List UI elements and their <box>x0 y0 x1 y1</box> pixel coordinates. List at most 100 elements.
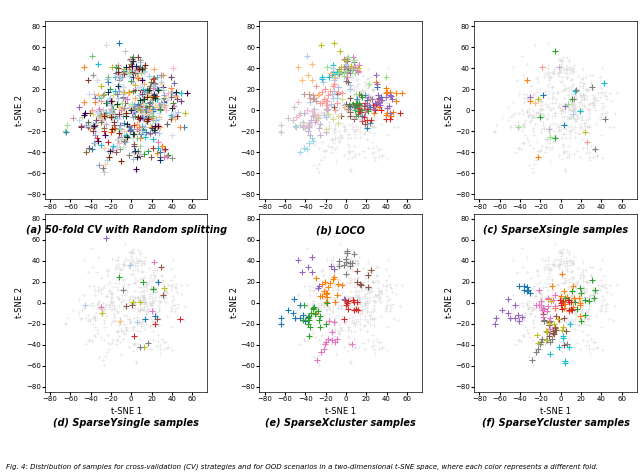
Point <box>572 278 582 286</box>
Point <box>134 58 145 65</box>
Point <box>567 114 577 122</box>
Point <box>93 253 103 261</box>
Point <box>591 96 601 104</box>
Point <box>109 125 120 132</box>
Point <box>540 148 550 155</box>
Point <box>522 76 532 83</box>
Point <box>545 158 556 165</box>
Point <box>355 91 365 99</box>
Point <box>563 101 573 108</box>
Point <box>506 306 516 313</box>
Point <box>376 286 386 294</box>
Point <box>337 134 347 141</box>
Point <box>575 285 586 293</box>
Point <box>564 151 574 158</box>
Point <box>564 322 575 330</box>
Point <box>113 116 123 123</box>
Point <box>534 111 544 118</box>
Point <box>348 124 358 131</box>
Point <box>563 75 573 82</box>
Point <box>134 320 144 327</box>
Point <box>592 152 602 160</box>
Point <box>300 317 310 324</box>
Point <box>299 315 309 322</box>
Point <box>166 265 176 273</box>
Point <box>329 81 339 88</box>
Point <box>341 255 351 262</box>
Point <box>346 277 356 284</box>
Point <box>568 293 579 300</box>
Point <box>362 298 372 305</box>
Point <box>99 282 109 290</box>
Point <box>523 137 533 145</box>
Point <box>145 89 156 97</box>
Point <box>316 100 326 107</box>
Point <box>329 140 339 147</box>
Point <box>588 101 598 109</box>
Point <box>557 134 567 142</box>
Point <box>112 283 122 291</box>
Point <box>540 69 550 77</box>
Point <box>559 274 570 281</box>
Point <box>330 125 340 132</box>
Point <box>343 257 353 265</box>
Point <box>355 88 365 95</box>
Point <box>566 268 576 276</box>
Point <box>568 257 578 265</box>
Point <box>332 336 342 343</box>
Point <box>124 72 134 79</box>
Point <box>111 101 122 108</box>
Point <box>347 69 357 76</box>
Point <box>611 281 621 289</box>
Point <box>383 256 393 264</box>
Point <box>333 119 344 126</box>
Point <box>145 123 156 131</box>
Point <box>321 318 332 325</box>
Point <box>376 288 386 296</box>
Point <box>293 64 303 71</box>
Point <box>570 320 580 328</box>
Point <box>327 307 337 314</box>
Point <box>367 278 377 285</box>
Point <box>362 125 372 132</box>
Point <box>326 91 337 98</box>
Point <box>595 307 605 315</box>
Point <box>176 281 186 289</box>
Point <box>367 342 377 350</box>
Point <box>124 315 134 323</box>
Point <box>582 331 592 338</box>
Point <box>342 74 353 81</box>
Point <box>568 101 579 108</box>
Point <box>139 303 149 311</box>
Point <box>349 65 359 73</box>
Point <box>106 148 116 155</box>
Point <box>150 312 160 320</box>
Point <box>582 278 593 286</box>
Point <box>134 296 145 303</box>
Point <box>557 249 567 257</box>
Point <box>586 143 596 150</box>
Point <box>139 95 149 102</box>
Point <box>129 101 140 109</box>
Point <box>303 110 314 118</box>
Point <box>564 335 574 343</box>
Point <box>136 283 147 290</box>
Point <box>490 128 500 135</box>
Point <box>135 343 145 350</box>
Point <box>343 297 353 305</box>
Point <box>564 299 574 306</box>
Point <box>103 271 113 278</box>
Point <box>90 119 100 127</box>
Point <box>320 148 330 155</box>
Point <box>564 143 574 150</box>
Point <box>166 93 176 101</box>
Point <box>582 278 593 286</box>
Point <box>94 287 104 294</box>
Point <box>103 340 113 347</box>
Point <box>559 102 570 110</box>
Point <box>578 277 588 284</box>
Point <box>365 128 375 136</box>
Point <box>371 143 381 150</box>
Point <box>565 106 575 114</box>
Point <box>156 263 166 271</box>
